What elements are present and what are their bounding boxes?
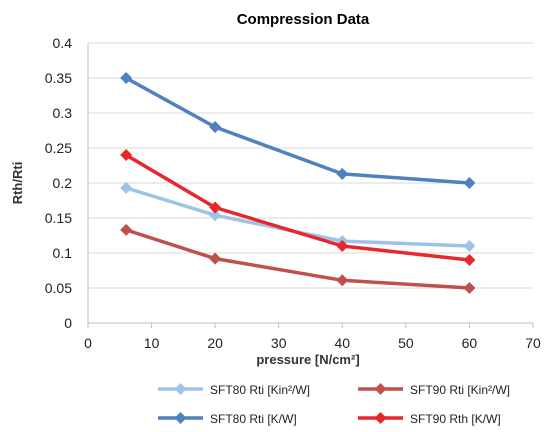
legend-swatch-marker xyxy=(174,383,187,395)
data-point xyxy=(209,252,222,265)
chart-title: Compression Data xyxy=(237,11,370,28)
data-point xyxy=(209,209,222,222)
series-line-3 xyxy=(125,76,470,185)
y-tick-label: 0.05 xyxy=(45,280,72,296)
data-point xyxy=(463,282,476,294)
y-tick-labels: 0 0.05 0.1 0.15 0.2 0.25 0.3 0.35 0.4 xyxy=(45,35,72,331)
data-point xyxy=(463,240,476,252)
data-point xyxy=(336,274,349,287)
data-point xyxy=(120,72,133,84)
data-point xyxy=(336,167,349,180)
y-tick-label: 0.3 xyxy=(53,105,73,121)
x-tick-label: 40 xyxy=(334,335,350,351)
data-point xyxy=(120,223,133,236)
legend-label: SFT80 Rti [Kin²/W] xyxy=(210,383,310,397)
legend-swatch-marker xyxy=(174,412,187,424)
data-point xyxy=(336,240,349,252)
data-point xyxy=(209,201,222,214)
data-point xyxy=(463,177,476,189)
x-tick-label: 50 xyxy=(398,335,414,351)
x-tick-label: 60 xyxy=(462,335,478,351)
legend-swatch-marker xyxy=(374,412,387,424)
x-tick-labels: 0 10 20 30 40 50 60 70 xyxy=(84,335,541,351)
grid-lines xyxy=(88,42,533,289)
y-tick-label: 0 xyxy=(64,315,72,331)
y-tick-label: 0.25 xyxy=(45,140,72,156)
y-axis-label: Rth/Rti xyxy=(10,162,25,205)
data-point xyxy=(120,149,133,161)
data-point xyxy=(463,254,476,266)
y-tick-label: 0.15 xyxy=(45,210,72,226)
x-tick-label: 10 xyxy=(144,335,160,351)
x-tick-label: 30 xyxy=(271,335,287,351)
x-tick-label: 0 xyxy=(84,335,92,351)
data-point xyxy=(120,181,133,194)
legend-label: SFT90 Rti [Kin²/W] xyxy=(410,383,510,397)
series-line-2 xyxy=(125,228,470,290)
y-tick-label: 0.35 xyxy=(45,70,72,86)
data-series xyxy=(120,72,476,294)
data-point xyxy=(209,121,222,133)
series-line-4 xyxy=(125,153,470,262)
x-tick-label: 70 xyxy=(525,335,541,351)
axes xyxy=(87,43,534,328)
x-axis-label: pressure [N/cm²] xyxy=(256,352,359,367)
legend-swatch-marker xyxy=(374,383,387,395)
series-line-1 xyxy=(125,186,470,248)
y-tick-label: 0.4 xyxy=(53,35,73,51)
legend-label: SFT90 Rth [K/W] xyxy=(410,412,501,426)
legend: SFT80 Rti [Kin²/W] SFT90 Rti [Kin²/W] SFT8… xyxy=(158,383,510,426)
y-tick-label: 0.1 xyxy=(53,245,73,261)
y-tick-label: 0.2 xyxy=(53,175,73,191)
x-tick-label: 20 xyxy=(207,335,223,351)
legend-label: SFT80 Rti [K/W] xyxy=(210,412,297,426)
